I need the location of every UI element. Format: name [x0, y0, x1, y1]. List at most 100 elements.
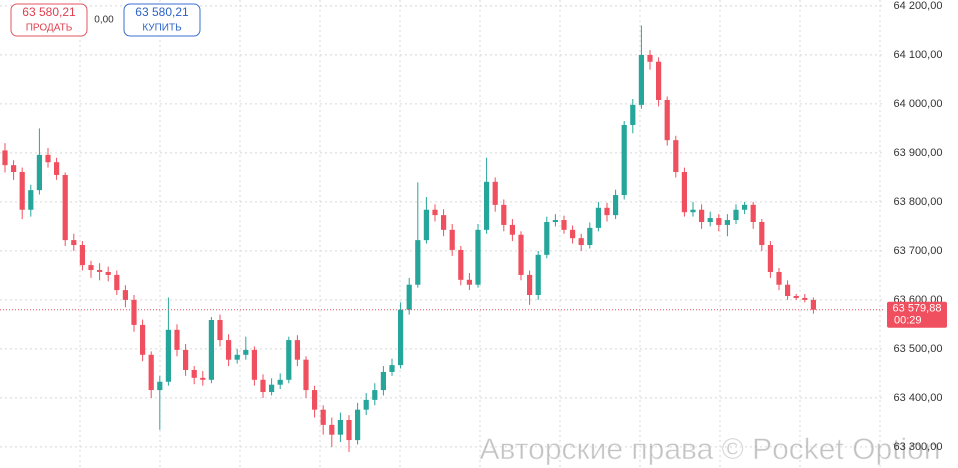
- candle-body: [105, 271, 111, 275]
- spread: 0,00: [94, 15, 114, 26]
- candle-body: [561, 220, 567, 230]
- candle-body: [613, 195, 619, 216]
- candle-body: [793, 295, 799, 298]
- candle-body: [501, 204, 507, 225]
- candle-body: [690, 209, 696, 213]
- candle-body: [389, 365, 395, 372]
- candle-body: [664, 99, 670, 141]
- candle-body: [337, 419, 343, 435]
- candle-body: [492, 181, 498, 205]
- candle-body: [724, 220, 730, 225]
- candle-body: [423, 209, 429, 241]
- candle-body: [19, 172, 25, 210]
- y-tick-label: 63 300,00: [894, 441, 943, 453]
- candle-body: [535, 254, 541, 296]
- candle-body: [578, 238, 584, 246]
- candle-body: [785, 284, 791, 296]
- candle-body: [346, 419, 352, 441]
- candle-body: [208, 320, 214, 380]
- candle-body: [509, 224, 515, 235]
- candle-body: [466, 279, 472, 285]
- candle-body: [277, 379, 283, 385]
- candle-body: [122, 290, 128, 300]
- candle-body: [28, 190, 34, 210]
- candle-body: [604, 207, 610, 216]
- candle-body: [750, 204, 756, 222]
- sell-price[interactable]: 63 580,21: [22, 5, 76, 19]
- buy-box[interactable]: [123, 3, 201, 37]
- candle-body: [312, 390, 318, 410]
- current-price-label: 63 579,88: [893, 303, 942, 315]
- sell-button[interactable]: 63 580,21 ПРОДАТЬ: [10, 3, 88, 37]
- y-tick-label: 64 100,00: [894, 49, 943, 61]
- y-tick-label: 63 900,00: [894, 147, 943, 159]
- candle-body: [131, 299, 137, 325]
- candle-body: [621, 124, 627, 196]
- candle-body: [767, 245, 773, 272]
- candle-body: [320, 409, 326, 425]
- candle-body: [380, 371, 386, 391]
- candle-body: [88, 265, 94, 271]
- candle-body: [759, 221, 765, 246]
- candle-body: [363, 399, 369, 410]
- candle-body: [11, 165, 17, 173]
- candle-body: [406, 284, 412, 310]
- candle-body: [234, 354, 240, 360]
- candle-body: [449, 229, 455, 250]
- current-price-tag: [887, 301, 947, 328]
- candle-body: [441, 215, 447, 230]
- candle-body: [570, 229, 576, 239]
- candle-body: [518, 234, 524, 275]
- candle-body: [286, 340, 292, 380]
- candle-body: [587, 227, 593, 246]
- buy-price[interactable]: 63 580,21: [135, 5, 189, 19]
- sell-label[interactable]: ПРОДАТЬ: [26, 23, 73, 34]
- candle-body: [165, 329, 171, 382]
- sell-box[interactable]: [10, 3, 88, 37]
- candle-body: [699, 209, 705, 222]
- candle-body: [148, 354, 154, 391]
- vertical-grid: [0, 0, 885, 468]
- candle-body: [157, 381, 163, 391]
- candle-body: [673, 140, 679, 173]
- candle-body: [183, 349, 189, 370]
- candle-body: [114, 274, 120, 291]
- y-tick-label: 64 000,00: [894, 98, 943, 110]
- candle-body: [432, 209, 438, 216]
- y-tick-label: 63 800,00: [894, 196, 943, 208]
- candle-body: [174, 329, 180, 350]
- candle-body: [97, 270, 103, 272]
- candle-body: [458, 249, 464, 280]
- candle-body: [191, 369, 197, 378]
- candle-body: [484, 181, 490, 230]
- candle-body: [36, 154, 42, 191]
- candle-body: [372, 390, 378, 400]
- buy-label[interactable]: КУПИТЬ: [142, 23, 182, 34]
- candle-body: [243, 349, 249, 355]
- candle-body: [71, 240, 77, 246]
- candle-body: [415, 240, 421, 285]
- candle-body: [355, 409, 361, 441]
- candle-body: [595, 207, 601, 228]
- candle-body: [707, 218, 713, 222]
- candle-body: [54, 162, 60, 175]
- candle-body: [260, 379, 266, 393]
- candle-body: [647, 54, 653, 62]
- candle-body: [294, 340, 300, 360]
- candle-body: [810, 299, 816, 310]
- candle-body: [226, 340, 232, 360]
- candle-body: [2, 150, 8, 166]
- candle-body: [776, 271, 782, 285]
- candle-body: [45, 154, 51, 163]
- candle-body: [398, 309, 404, 366]
- y-tick-label: 63 700,00: [894, 245, 943, 257]
- candle-body: [681, 172, 687, 213]
- candle-body: [303, 359, 309, 391]
- candle-body: [200, 377, 206, 380]
- buy-button[interactable]: 63 580,21 КУПИТЬ: [123, 3, 201, 37]
- candle-body: [79, 245, 85, 266]
- candle-body: [527, 274, 533, 296]
- candle-body: [656, 61, 662, 100]
- candle-body: [733, 209, 739, 221]
